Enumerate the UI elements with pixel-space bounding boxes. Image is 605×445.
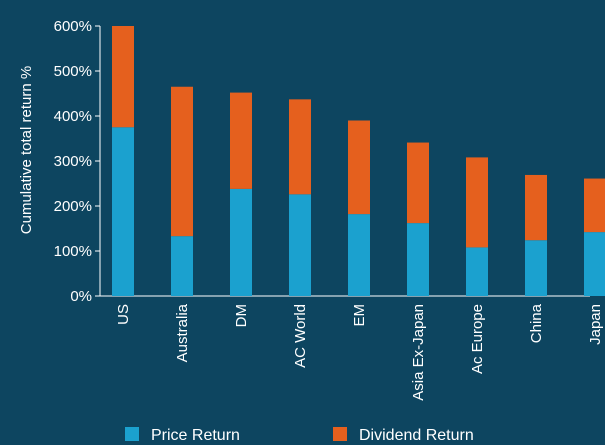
x-tick-label: US bbox=[115, 304, 132, 325]
x-tick-label: EM bbox=[351, 304, 368, 327]
y-axis: 0% 100% 200% 300% 400% 500% 600% bbox=[54, 18, 101, 305]
x-tick-label: DM bbox=[233, 304, 250, 327]
bar-price-return bbox=[112, 127, 134, 296]
x-tick-label: AC World bbox=[292, 304, 309, 368]
x-tick-label: Japan bbox=[587, 304, 604, 345]
x-tick-label: Australia bbox=[174, 303, 191, 362]
bars bbox=[112, 26, 605, 296]
legend-swatch bbox=[333, 427, 347, 441]
legend-label: Price Return bbox=[151, 427, 240, 444]
bar-dividend-return bbox=[112, 26, 134, 128]
y-axis-label: Cumulative total return % bbox=[18, 66, 35, 234]
legend-label: Dividend Return bbox=[359, 427, 474, 444]
bar-price-return bbox=[407, 223, 429, 296]
bar-price-return bbox=[525, 240, 547, 296]
x-tick-label: Ac Europe bbox=[469, 304, 486, 374]
bar-price-return bbox=[584, 232, 605, 296]
y-tick-label: 100% bbox=[54, 243, 92, 260]
x-tick-label: Asia Ex-Japan bbox=[410, 304, 427, 401]
y-tick-label: 500% bbox=[54, 63, 92, 80]
bar-dividend-return bbox=[348, 120, 370, 215]
bar-price-return bbox=[348, 214, 370, 296]
y-tick-label: 400% bbox=[54, 108, 92, 125]
legend: Price Return Dividend Return bbox=[125, 427, 474, 444]
y-tick-label: 600% bbox=[54, 18, 92, 35]
x-tick-label: China bbox=[528, 303, 545, 343]
bar-price-return bbox=[230, 188, 252, 296]
bar-price-return bbox=[289, 194, 311, 296]
legend-swatch bbox=[125, 427, 139, 441]
bar-dividend-return bbox=[289, 99, 311, 195]
y-tick-label: 300% bbox=[54, 153, 92, 170]
bar-dividend-return bbox=[584, 178, 605, 233]
bar-dividend-return bbox=[466, 157, 488, 248]
bar-dividend-return bbox=[525, 174, 547, 241]
bar-price-return bbox=[171, 236, 193, 296]
bar-price-return bbox=[466, 247, 488, 296]
y-tick-label: 200% bbox=[54, 198, 92, 215]
bar-dividend-return bbox=[407, 142, 429, 224]
x-axis: US Australia DM AC World EM Asia Ex-Japan Ac E… bbox=[100, 295, 604, 401]
bar-dividend-return bbox=[230, 92, 252, 189]
y-tick-label: 0% bbox=[70, 288, 92, 305]
bar-dividend-return bbox=[171, 86, 193, 237]
